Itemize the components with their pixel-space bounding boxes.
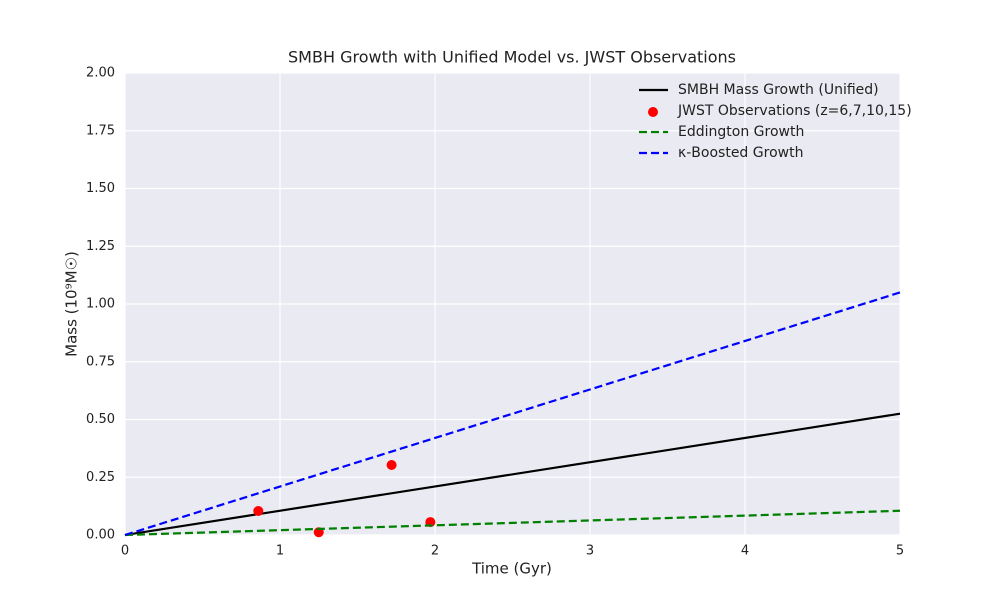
- y-tick-label: 0.50: [86, 412, 115, 427]
- legend-label: SMBH Mass Growth (Unified): [678, 82, 879, 98]
- y-tick-label: 0.25: [86, 470, 115, 485]
- scatter-point: [253, 505, 264, 516]
- x-tick-label: 1: [276, 544, 284, 559]
- y-tick-label: 1.25: [86, 239, 115, 254]
- x-tick-label: 5: [896, 544, 904, 559]
- y-tick-label: 1.50: [86, 181, 115, 196]
- x-axis-label: Time (Gyr): [471, 560, 552, 578]
- legend-label: Eddington Growth: [678, 124, 804, 140]
- x-tick-label: 3: [586, 544, 594, 559]
- y-axis-label: Mass (10⁹M☉): [63, 251, 81, 357]
- series-line: [124, 509, 901, 537]
- x-tick-label: 4: [741, 544, 749, 559]
- legend-swatch: [648, 107, 658, 117]
- y-tick-label: 1.00: [86, 297, 115, 312]
- y-tick-label: 1.75: [86, 123, 115, 138]
- x-tick-label: 0: [121, 544, 129, 559]
- legend-label: JWST Observations (z=6,7,10,15): [677, 103, 912, 119]
- series-line: [124, 291, 901, 537]
- y-tick-label: 0.75: [86, 354, 115, 369]
- series-line: [124, 412, 901, 537]
- y-tick-label: 2.00: [86, 66, 115, 81]
- scatter-point: [386, 460, 397, 471]
- marks: [124, 291, 901, 538]
- y-tick-label: 0.00: [86, 528, 115, 543]
- legend-label: κ-Boosted Growth: [678, 145, 803, 161]
- x-tick-label: 2: [431, 544, 439, 559]
- chart-title: SMBH Growth with Unified Model vs. JWST …: [288, 48, 736, 67]
- legend: SMBH Mass Growth (Unified) JWST Observati…: [639, 82, 912, 161]
- grid: 0 1 2 3 4 5 0.00 0.25 0.50 0.75 1.00 1.25 1.50 1.75 2.…: [86, 66, 904, 559]
